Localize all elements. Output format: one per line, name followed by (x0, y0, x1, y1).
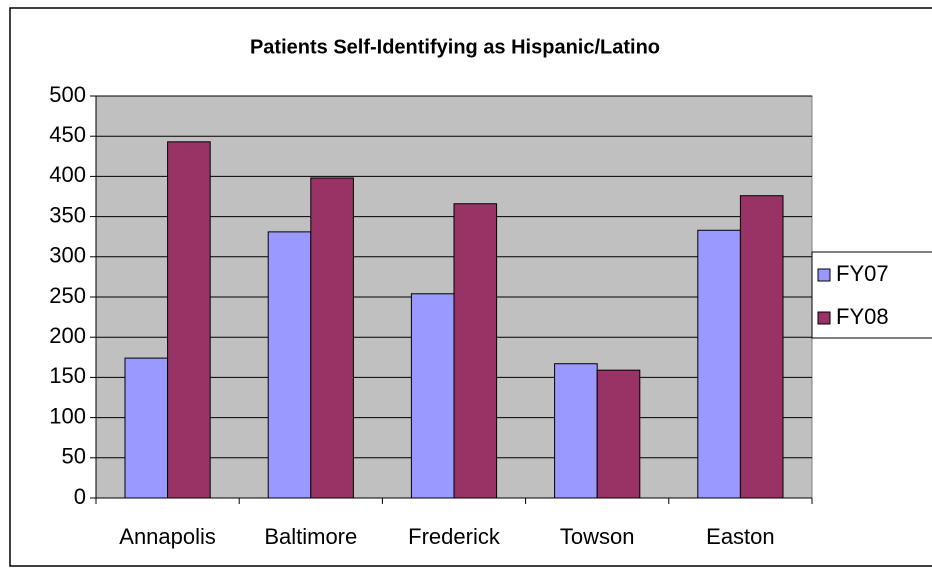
bar (453, 203, 498, 499)
bar (167, 141, 211, 499)
bar (697, 229, 741, 499)
y-tick-label: 300 (49, 243, 86, 268)
y-tick-label: 50 (62, 444, 86, 469)
y-tick-label: 350 (49, 202, 86, 227)
y-tick-label: 200 (49, 323, 86, 348)
x-tick-label: Frederick (408, 524, 501, 549)
y-tick-label: 250 (49, 283, 86, 308)
y-tick-label: 0 (74, 484, 86, 509)
y-tick-label: 450 (49, 122, 86, 147)
legend-swatch (817, 268, 831, 282)
legend-box (811, 251, 932, 339)
bar (596, 369, 641, 499)
x-tick-label: Annapolis (119, 524, 216, 549)
bar (124, 357, 169, 499)
chart-title: Patients Self-Identifying as Hispanic/La… (250, 36, 660, 58)
bar (310, 177, 354, 499)
legend-label: FY08 (836, 304, 889, 329)
legend-label: FY07 (836, 261, 889, 286)
y-tick-label: 500 (49, 82, 86, 107)
y-tick-label: 150 (49, 363, 86, 388)
bar (410, 293, 455, 499)
legend-swatch (817, 311, 831, 325)
bar (739, 195, 784, 499)
x-tick-label: Towson (560, 524, 635, 549)
y-tick-label: 400 (49, 162, 86, 187)
bar (554, 363, 598, 499)
x-tick-label: Baltimore (264, 524, 357, 549)
y-tick-label: 100 (49, 403, 86, 428)
x-tick-label: Easton (706, 524, 775, 549)
bar (267, 231, 312, 499)
